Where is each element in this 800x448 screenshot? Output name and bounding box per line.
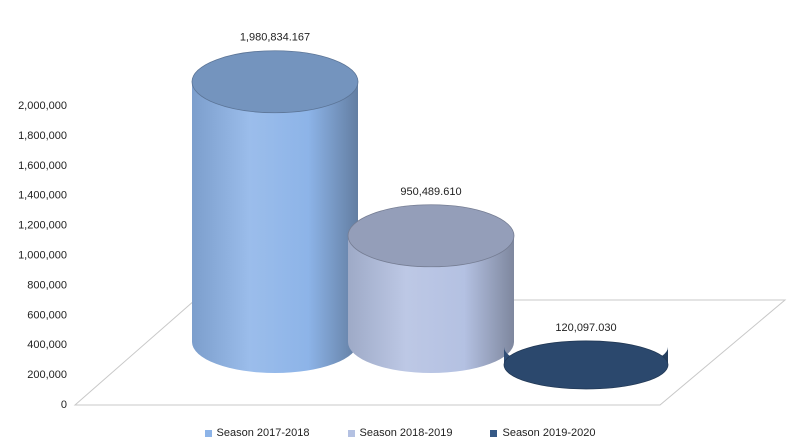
- legend-item: Season 2019-2020: [490, 424, 595, 442]
- legend: Season 2017-2018 Season 2018-2019 Season 2…: [0, 424, 800, 442]
- data-label: 120,097.030: [555, 322, 616, 334]
- legend-swatch: [204, 429, 212, 437]
- bar-group: [191, 50, 359, 373]
- plot-area: 1,980,834.167 950,489.610 120,097.030: [191, 32, 669, 390]
- y-tick-label: 1,800,000: [18, 130, 67, 142]
- y-tick-label: 1,000,000: [18, 250, 67, 262]
- bar-body: [348, 235, 514, 373]
- y-tick-label: 1,200,000: [18, 220, 67, 232]
- y-tick-label: 600,000: [27, 309, 67, 321]
- y-tick-label: 400,000: [27, 339, 67, 351]
- y-tick-label: 1,600,000: [18, 160, 67, 172]
- y-tick-label: 2,000,000: [18, 100, 67, 112]
- y-tick-label: 800,000: [27, 279, 67, 291]
- y-tick-label: 1,400,000: [18, 190, 67, 202]
- data-label: 950,489.610: [400, 186, 461, 198]
- bar-top: [191, 50, 359, 114]
- bar-top: [347, 204, 515, 268]
- legend-item: Season 2018-2019: [347, 424, 453, 442]
- bar-group: [503, 340, 669, 390]
- legend-label: Season 2018-2019: [359, 427, 453, 439]
- data-label: 1,980,834.167: [240, 32, 310, 44]
- legend-swatch: [347, 429, 355, 437]
- bar-body: [192, 81, 358, 373]
- y-tick-label: 200,000: [27, 369, 67, 381]
- legend-item: Season 2017-2018: [204, 424, 310, 442]
- bar-group: [347, 204, 515, 373]
- legend-swatch: [490, 429, 498, 437]
- y-tick-label: 0: [61, 399, 67, 411]
- y-axis: 0 200,000 400,000 600,000 800,000 1,000,000 1,…: [18, 100, 67, 411]
- legend-label: Season 2019-2020: [502, 427, 596, 439]
- bar-top: [503, 340, 669, 390]
- legend-label: Season 2017-2018: [216, 427, 310, 439]
